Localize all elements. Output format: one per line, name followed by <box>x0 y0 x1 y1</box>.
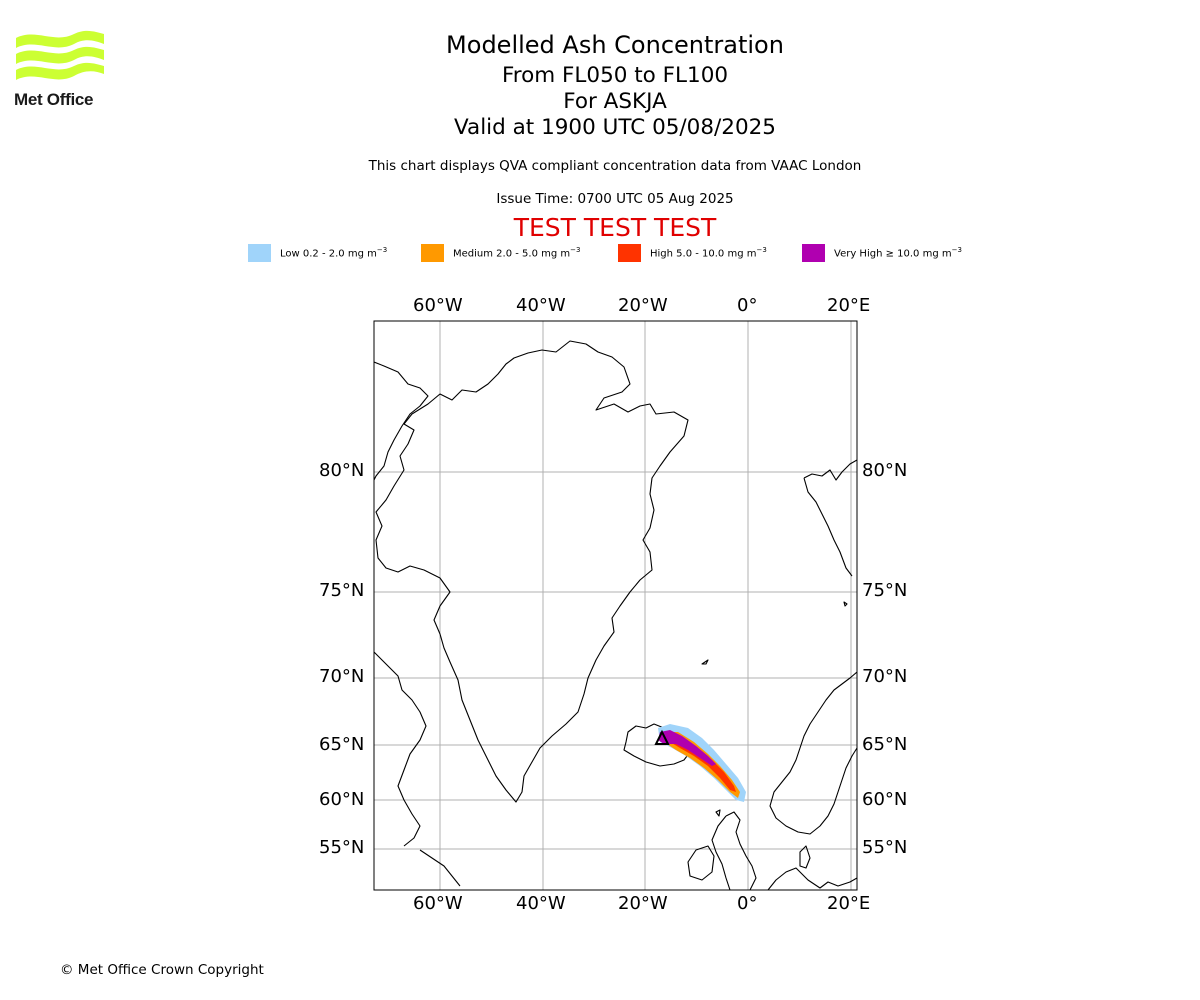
lat-tick-left-80n: 80°N <box>319 460 365 481</box>
legend-label-very-high: Very High ≥ 10.0 mg m−3 <box>834 246 962 260</box>
test-banner: TEST TEST TEST <box>513 213 717 242</box>
chart-title: Modelled Ash Concentration <box>446 31 784 59</box>
europe-coastline <box>767 867 857 890</box>
volcano-marker <box>654 729 670 745</box>
copyright-notice: © Met Office Crown Copyright <box>60 962 264 978</box>
legend-swatch-low <box>248 244 271 262</box>
compliance-note: This chart displays QVA compliant concen… <box>368 158 862 174</box>
greenland-coastline <box>375 340 689 803</box>
lat-tick-right-80n: 80°N <box>862 460 908 481</box>
jan-mayen-coastline <box>701 659 709 665</box>
legend-label-low: Low 0.2 - 2.0 mg m−3 <box>280 246 388 260</box>
lon-tick-bottom-60w: 60°W <box>413 893 463 914</box>
lon-tick-bottom-20w: 20°W <box>618 893 668 914</box>
valid-time: Valid at 1900 UTC 05/08/2025 <box>453 115 776 140</box>
denmark-coastline <box>799 845 811 869</box>
met-office-logo <box>16 30 104 80</box>
ellesmere-coastline <box>374 361 429 481</box>
lat-tick-right-55n: 55°N <box>862 837 908 858</box>
svalbard-coastline <box>803 459 857 577</box>
map-area <box>374 321 857 890</box>
baffin-coastline <box>374 651 427 847</box>
volcano-name: For ASKJA <box>563 89 667 114</box>
ash-very-high-area <box>658 730 716 766</box>
lat-tick-right-70n: 70°N <box>862 666 908 687</box>
flight-level-range: From FL050 to FL100 <box>501 63 729 88</box>
lon-tick-top-60w: 60°W <box>413 295 463 316</box>
map-frame <box>373 320 858 891</box>
ireland-coastline <box>687 845 715 881</box>
lat-tick-left-75n: 75°N <box>319 580 365 601</box>
faroe-coastline <box>715 809 721 817</box>
legend: Low 0.2 - 2.0 mg m−3 Medium 2.0 - 5.0 mg… <box>0 244 1200 264</box>
lat-tick-left-60n: 60°N <box>319 789 365 810</box>
lat-tick-right-65n: 65°N <box>862 734 908 755</box>
legend-swatch-medium <box>421 244 444 262</box>
ash-high-area <box>670 736 736 792</box>
ash-cloud <box>658 724 746 802</box>
lon-tick-top-20e: 20°E <box>827 295 871 316</box>
lon-tick-bottom-40w: 40°W <box>516 893 566 914</box>
lon-tick-top-40w: 40°W <box>516 295 566 316</box>
lat-tick-right-60n: 60°N <box>862 789 908 810</box>
legend-swatch-high <box>618 244 641 262</box>
legend-label-high: High 5.0 - 10.0 mg m−3 <box>650 246 767 260</box>
gridlines <box>374 321 857 890</box>
lon-tick-bottom-0: 0° <box>737 893 758 914</box>
labrador-coastline <box>419 849 461 887</box>
legend-swatch-very-high <box>802 244 825 262</box>
lat-tick-left-70n: 70°N <box>319 666 365 687</box>
lon-tick-top-20w: 20°W <box>618 295 668 316</box>
lat-tick-left-65n: 65°N <box>319 734 365 755</box>
great-britain-coastline <box>725 811 757 890</box>
lon-tick-top-0: 0° <box>737 295 758 316</box>
bear-island-coastline <box>843 601 848 607</box>
great-britain-west-coastline <box>711 815 731 890</box>
met-office-wordmark: Met Office <box>14 90 94 109</box>
scandinavia-coastline <box>769 671 857 835</box>
legend-label-medium: Medium 2.0 - 5.0 mg m−3 <box>453 246 581 260</box>
lat-tick-left-55n: 55°N <box>319 837 365 858</box>
issue-time: Issue Time: 0700 UTC 05 Aug 2025 <box>496 191 734 207</box>
lon-tick-bottom-20e: 20°E <box>827 893 871 914</box>
lat-tick-right-75n: 75°N <box>862 580 908 601</box>
